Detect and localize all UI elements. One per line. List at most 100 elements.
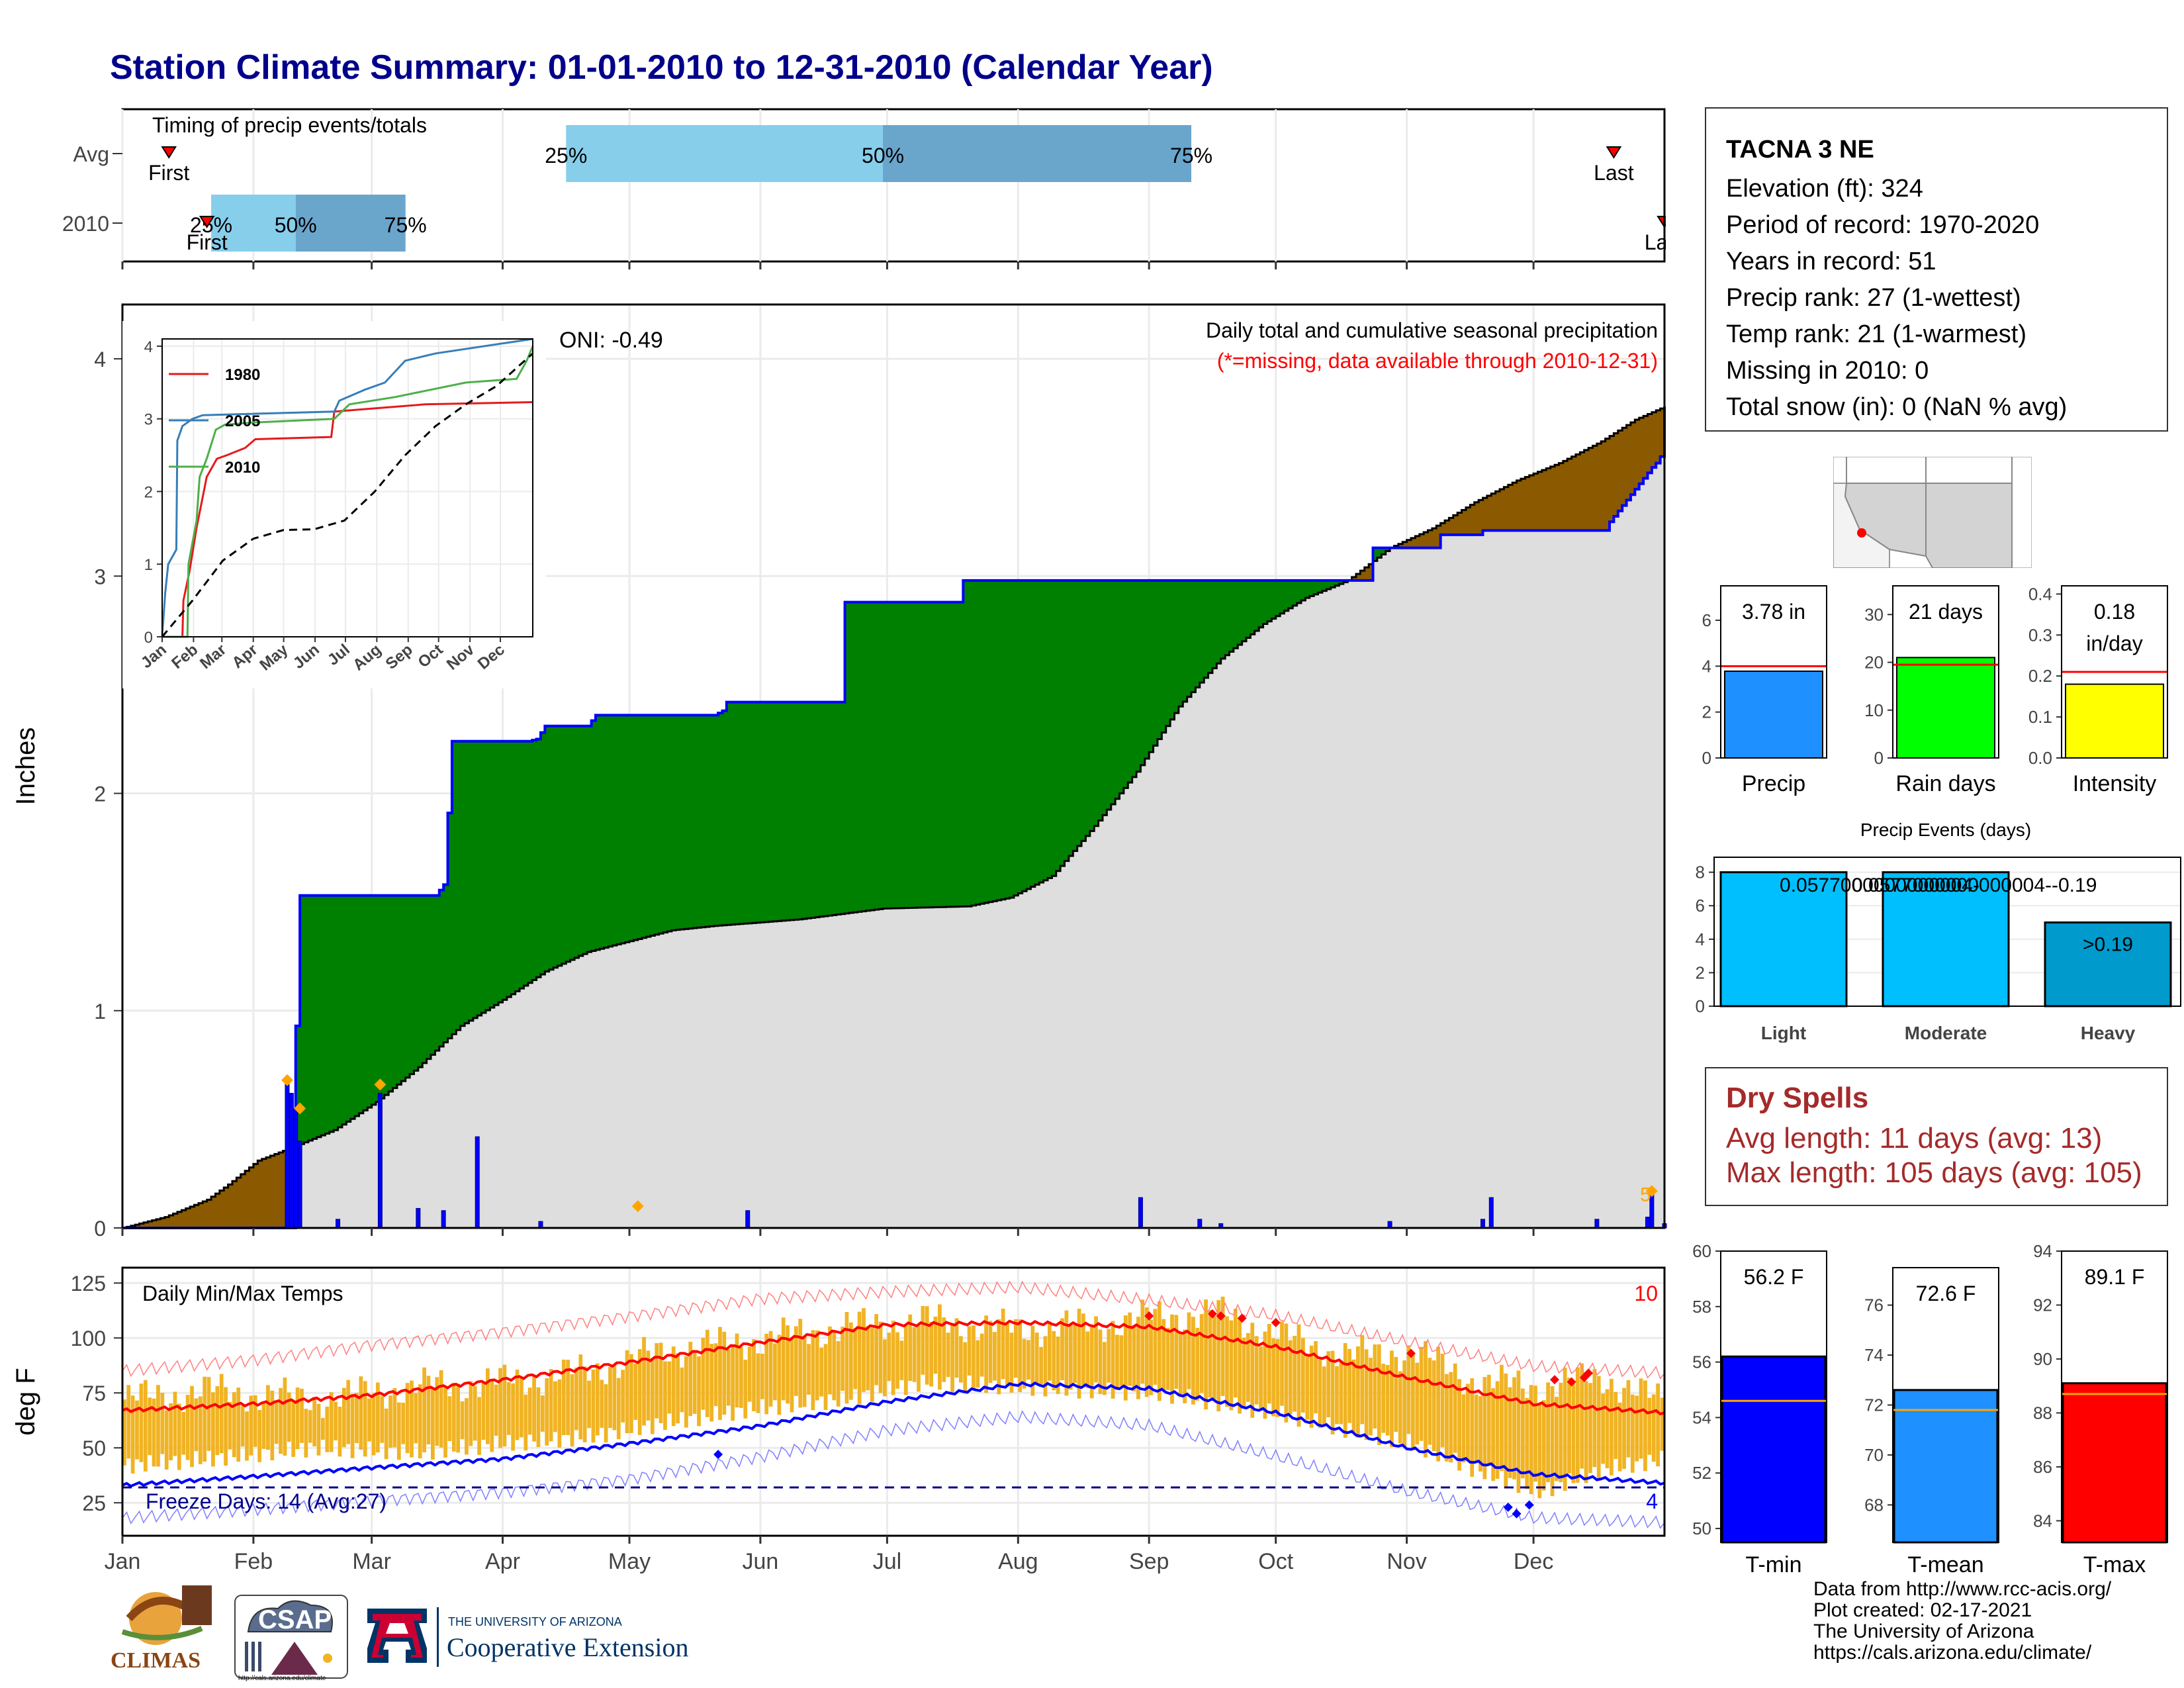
anomaly-fill	[1043, 580, 1048, 880]
daily-temp-bar	[768, 1331, 773, 1407]
anomaly-fill	[396, 895, 402, 1085]
event-category-label: Moderate	[1905, 1023, 1987, 1043]
daily-temp-bar	[946, 1333, 950, 1378]
anomaly-fill	[1293, 580, 1298, 606]
anomaly-fill	[1377, 547, 1383, 558]
daily-temp-bar	[1165, 1327, 1170, 1390]
daily-temp-bar	[1617, 1402, 1622, 1472]
daily-temp-bar	[126, 1385, 131, 1459]
csap-url: http://cals.arizona.edu/climate	[238, 1675, 326, 1682]
station-detail-line: Years in record: 51	[1726, 248, 1936, 275]
daily-temp-bar	[747, 1346, 752, 1402]
anomaly-fill	[447, 813, 453, 1039]
daily-temp-bar	[418, 1384, 422, 1459]
anomaly-fill	[874, 602, 880, 910]
anomaly-fill	[912, 602, 917, 908]
daily-temp-bar	[1204, 1299, 1208, 1410]
anomaly-fill	[688, 715, 694, 929]
anomaly-fill	[355, 895, 360, 1116]
anomaly-fill	[1178, 580, 1184, 707]
daily-temp-bar	[659, 1342, 663, 1423]
daily-temp-bar	[950, 1323, 954, 1392]
anomaly-fill	[899, 602, 905, 908]
anomaly-fill	[261, 1158, 267, 1228]
daily-temp-bar	[591, 1370, 596, 1443]
daily-temp-bar	[1052, 1331, 1056, 1391]
anomaly-fill	[511, 741, 516, 994]
anomaly-fill	[988, 580, 993, 902]
daily-temp-bar	[899, 1340, 904, 1381]
anomaly-fill	[1275, 580, 1281, 616]
daily-temp-bar	[431, 1388, 435, 1460]
daily-temp-bar	[1588, 1383, 1592, 1474]
anomaly-fill	[532, 740, 537, 980]
anomaly-fill	[173, 1213, 178, 1228]
anomaly-fill	[401, 895, 406, 1082]
daily-temp-bar	[688, 1341, 693, 1417]
anomaly-fill	[1398, 543, 1404, 548]
anomaly-fill	[844, 602, 850, 914]
anomaly-fill	[1052, 580, 1057, 876]
anomaly-fill	[1288, 580, 1294, 608]
anomaly-fill	[1034, 580, 1040, 885]
anomaly-fill	[245, 1170, 250, 1228]
anomaly-fill	[637, 715, 643, 939]
anomaly-fill	[1030, 580, 1036, 887]
daily-temp-bar	[198, 1396, 203, 1464]
daily-temp-bar	[1064, 1310, 1069, 1396]
temp-summary-bar-T-mean	[1893, 1389, 1999, 1544]
y-tick-label: 52	[1692, 1463, 1711, 1483]
anomaly-fill	[1626, 425, 1631, 500]
anomaly-fill	[253, 1164, 259, 1228]
anomaly-fill	[1191, 580, 1197, 692]
anomaly-fill	[862, 602, 867, 912]
anomaly-fill	[164, 1217, 170, 1228]
anomaly-fill	[1094, 580, 1099, 826]
y-axis-label: deg F	[11, 1368, 40, 1435]
summary-frame	[1720, 585, 1827, 759]
anomaly-fill	[465, 741, 470, 1023]
y-tick-label: 70	[1864, 1445, 1884, 1465]
anomaly-fill	[1457, 512, 1463, 535]
daily-temp-bar	[341, 1387, 346, 1448]
y-tick-label: 125	[71, 1272, 106, 1295]
summary-value-label: in/day	[2086, 632, 2142, 655]
anomaly-fill	[604, 715, 609, 948]
daily-temp-bar	[270, 1390, 275, 1461]
avg-min-line	[122, 1381, 1665, 1488]
anomaly-fill	[655, 715, 660, 935]
daily-temp-bar	[1009, 1333, 1014, 1393]
daily-temp-bar	[1486, 1374, 1491, 1466]
anomaly-fill	[1089, 580, 1095, 831]
daily-precip-bar	[336, 1219, 341, 1229]
y-tick-label: 0.3	[2028, 625, 2052, 645]
anomaly-fill	[295, 1025, 300, 1146]
daily-temp-bar	[1309, 1345, 1314, 1428]
daily-temp-bar	[1364, 1349, 1369, 1440]
daily-temp-bar	[811, 1330, 815, 1411]
daily-temp-bar	[781, 1317, 786, 1401]
daily-temp-bar	[1026, 1340, 1030, 1380]
daily-temp-bar	[1571, 1383, 1576, 1483]
daily-temp-bar	[1254, 1336, 1259, 1405]
anomaly-fill	[300, 895, 305, 1145]
anomaly-fill	[236, 1178, 242, 1228]
anomaly-fill	[828, 702, 833, 916]
anomaly-fill	[1246, 580, 1251, 638]
anomaly-fill	[1428, 530, 1433, 548]
anomaly-fill	[1297, 580, 1302, 603]
y-tick-label: 4	[94, 348, 106, 371]
anomaly-fill	[1614, 433, 1619, 517]
daily-temp-bar	[848, 1322, 853, 1400]
anomaly-fill	[540, 732, 546, 974]
y-tick-label: 0	[1874, 748, 1884, 768]
daily-temp-bar	[967, 1326, 972, 1376]
daily-temp-bar	[933, 1316, 938, 1374]
daily-temp-bar	[1445, 1374, 1449, 1462]
daily-temp-bar	[1161, 1319, 1166, 1391]
daily-temp-bar	[1034, 1333, 1039, 1384]
daily-temp-bar	[1537, 1403, 1542, 1499]
first-marker	[161, 146, 177, 159]
anomaly-fill	[312, 895, 318, 1139]
daily-precip-bar	[1488, 1197, 1494, 1229]
